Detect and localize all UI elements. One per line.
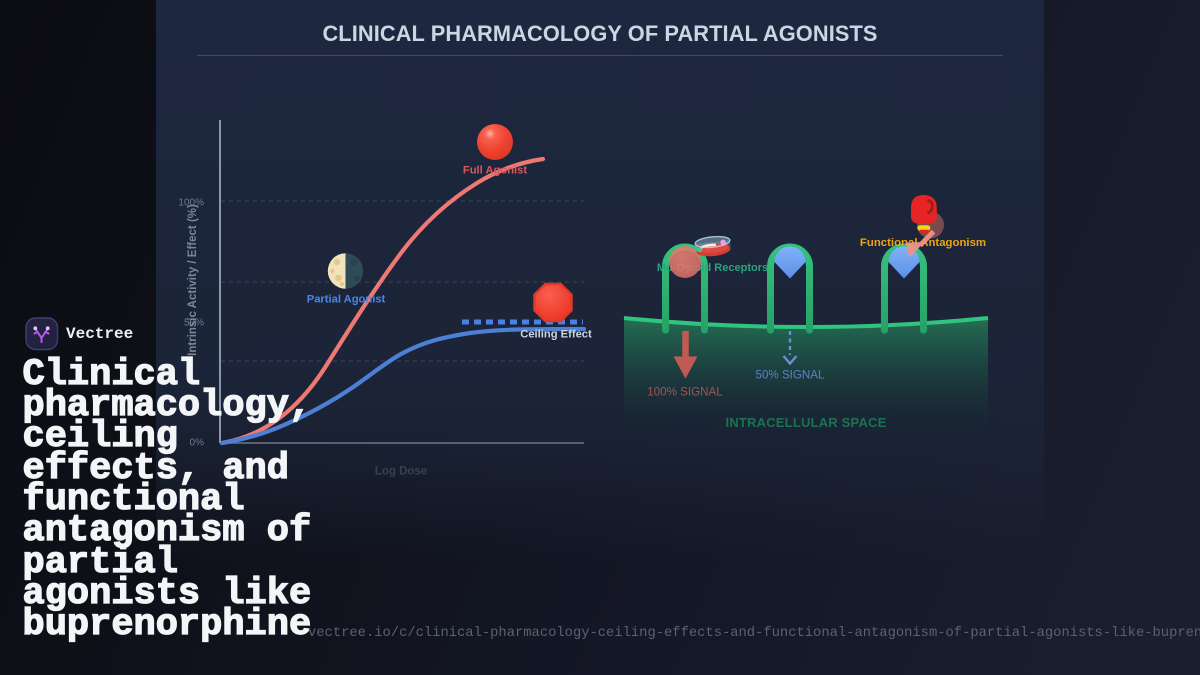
svg-text:Partial Agonist: Partial Agonist xyxy=(307,294,386,306)
svg-text:Ceiling Effect: Ceiling Effect xyxy=(520,329,592,341)
svg-text:0%: 0% xyxy=(190,438,205,449)
svg-text:Intrinsic Activity / Effect (%: Intrinsic Activity / Effect (%) xyxy=(187,204,199,356)
svg-text:Log Dose: Log Dose xyxy=(375,466,427,478)
svg-text:50%: 50% xyxy=(184,318,204,329)
svg-text:100%: 100% xyxy=(178,198,204,209)
svg-text:INTRACELLULAR SPACE: INTRACELLULAR SPACE xyxy=(726,415,887,430)
svg-text:50% SIGNAL: 50% SIGNAL xyxy=(756,369,826,382)
svg-text:Full Agonist: Full Agonist xyxy=(463,165,527,177)
svg-text:100% SIGNAL: 100% SIGNAL xyxy=(647,386,723,399)
